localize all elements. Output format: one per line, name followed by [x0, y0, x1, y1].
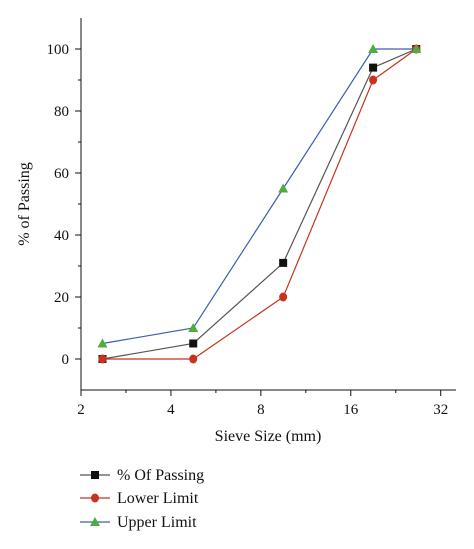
x-tick-label: 32 [433, 402, 448, 418]
data-point-series-2 [97, 338, 108, 348]
legend: % Of Passing Lower Limit Upper Limit [80, 467, 204, 531]
x-axis-title: Sieve Size (mm) [215, 428, 322, 445]
x-tick-label: 2 [77, 402, 85, 418]
x-tick-label: 8 [257, 402, 265, 418]
data-point-series-0 [369, 63, 378, 72]
y-tick-label: 60 [54, 166, 69, 182]
series-line-1 [102, 48, 417, 360]
data-point-series-2 [368, 44, 379, 53]
series-line-2 [102, 48, 417, 345]
y-tick-label: 40 [54, 228, 69, 244]
legend-label-1: Lower Limit [117, 490, 199, 507]
data-point-series-2 [411, 44, 422, 53]
legend-label-2: Upper Limit [117, 514, 197, 531]
data-point-series-1 [98, 354, 107, 364]
x-tick-label: 4 [167, 402, 175, 418]
legend-marker-1 [91, 493, 99, 503]
x-ticks: 2 4 8 16 32 [77, 390, 448, 418]
x-tick-label: 16 [343, 402, 359, 418]
series-line-0 [102, 48, 417, 360]
legend-marker-2 [90, 517, 100, 526]
y-tick-label: 0 [62, 352, 70, 368]
data-point-series-0 [189, 339, 198, 348]
y-tick-label: 100 [47, 42, 70, 58]
data-point-series-2 [188, 323, 199, 332]
legend-marker-0 [91, 471, 99, 479]
y-tick-label: 20 [54, 290, 69, 306]
series-markers [97, 44, 422, 364]
data-point-series-1 [189, 354, 198, 364]
data-point-series-0 [279, 258, 288, 267]
y-tick-label: 80 [54, 104, 69, 120]
data-point-series-2 [278, 183, 289, 193]
legend-label-0: % Of Passing [117, 467, 204, 484]
data-point-series-1 [369, 75, 378, 85]
data-point-series-1 [279, 292, 288, 302]
y-axis-title: % of Passing [16, 162, 33, 246]
series-lines [102, 48, 417, 360]
y-ticks: 0 20 40 60 80 100 [47, 42, 81, 368]
